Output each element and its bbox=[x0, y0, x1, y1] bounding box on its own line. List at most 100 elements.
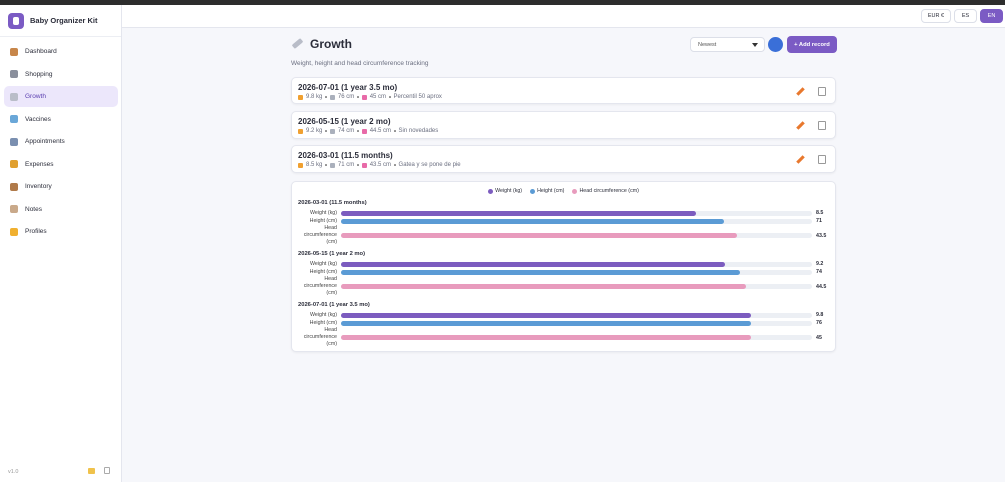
language-button[interactable]: EN bbox=[980, 9, 1003, 23]
nav-icon bbox=[10, 182, 18, 191]
record-details: 8.5 kg 71 cm 43.5 cm Gatea y se pone de pie bbox=[298, 162, 461, 168]
record-details: 9.2 kg 74 cm 44.5 cm Sin novedades bbox=[298, 128, 438, 134]
nav-item[interactable]: Vaccines bbox=[4, 109, 118, 130]
head-icon bbox=[361, 162, 367, 168]
record-height: 76 cm bbox=[337, 94, 355, 100]
bar bbox=[341, 210, 697, 216]
record-card: 2026-05-15 (1 year 2 mo) 9.2 kg 74 cm 44.5 … bbox=[291, 111, 836, 139]
record-head: 44.5 cm bbox=[369, 128, 392, 134]
edit-button[interactable] bbox=[796, 87, 805, 96]
trash-icon[interactable] bbox=[104, 467, 110, 474]
delete-button[interactable] bbox=[818, 155, 826, 164]
legend-label: Head circumference (cm) bbox=[579, 188, 639, 194]
bar-track bbox=[341, 210, 812, 216]
currency-button[interactable]: EUR € bbox=[921, 9, 951, 23]
growth-chart: Weight (kg) Height (cm) Head circumference… bbox=[291, 181, 836, 352]
nav-label: Inventory bbox=[25, 183, 52, 190]
record-details: 9.8 kg 76 cm 45 cm Percentil 50 aprox bbox=[298, 94, 442, 100]
nav-item[interactable]: Appointments bbox=[4, 131, 118, 152]
legend-swatch bbox=[572, 188, 578, 194]
bar-track bbox=[341, 218, 812, 224]
language-button[interactable]: ES bbox=[954, 9, 977, 23]
legend-item: Head circumference (cm) bbox=[572, 188, 639, 194]
separator bbox=[325, 96, 327, 98]
group-title: 2026-07-01 (1 year 3.5 mo) bbox=[298, 302, 370, 308]
sort-select[interactable]: Newest bbox=[690, 37, 765, 52]
separator bbox=[394, 164, 396, 166]
bar-track bbox=[341, 335, 812, 340]
group-title: 2026-05-15 (1 year 2 mo) bbox=[298, 251, 366, 257]
legend-swatch bbox=[530, 188, 536, 194]
top-header bbox=[122, 5, 1005, 28]
value-label: 71 bbox=[816, 218, 822, 224]
row-label: Weight (kg) bbox=[310, 311, 337, 318]
window-bar bbox=[0, 0, 1005, 5]
edit-button[interactable] bbox=[796, 121, 805, 130]
row-label: Height (cm) bbox=[309, 319, 337, 326]
edit-button[interactable] bbox=[796, 155, 805, 164]
bar bbox=[341, 233, 738, 238]
delete-button[interactable] bbox=[818, 87, 826, 96]
separator bbox=[325, 164, 327, 166]
height-icon bbox=[329, 162, 335, 168]
separator bbox=[389, 96, 391, 98]
bar-row: Head circumference (cm) 45 bbox=[298, 327, 829, 348]
separator bbox=[357, 130, 359, 132]
nav-label: Shopping bbox=[25, 70, 53, 78]
nav-icon bbox=[10, 160, 18, 168]
record-note: Gatea y se pone de pie bbox=[398, 162, 461, 168]
add-record-button[interactable]: + Add record bbox=[787, 36, 837, 53]
height-icon bbox=[329, 128, 335, 134]
value-label: 8.5 bbox=[816, 210, 824, 216]
ruler-icon bbox=[291, 38, 304, 49]
nav-icon bbox=[10, 47, 18, 56]
nav-item[interactable]: Dashboard bbox=[4, 41, 118, 62]
value-label: 45 bbox=[816, 334, 822, 341]
record-note: Sin novedades bbox=[398, 128, 439, 134]
legend-label: Weight (kg) bbox=[495, 188, 523, 194]
nav-item[interactable]: Notes bbox=[4, 199, 118, 220]
chart-body: 2026-03-01 (11.5 months) Weight (kg) 8.5 He… bbox=[298, 200, 829, 348]
info-button[interactable] bbox=[768, 37, 783, 52]
folder-icon[interactable] bbox=[88, 468, 95, 474]
legend-label: Height (cm) bbox=[537, 188, 565, 194]
nav-item[interactable]: Shopping bbox=[4, 64, 118, 85]
height-icon bbox=[329, 94, 335, 100]
bar-row: Head circumference (cm) 43.5 bbox=[298, 225, 829, 246]
record-card: 2026-07-01 (1 year 3.5 mo) 9.8 kg 76 cm 45 … bbox=[291, 77, 836, 104]
nav-label: Appointments bbox=[25, 138, 65, 145]
row-label: Height (cm) bbox=[309, 217, 337, 224]
row-label: Head circumference (cm) bbox=[303, 225, 337, 245]
separator bbox=[357, 164, 359, 166]
nav-item[interactable]: Expenses bbox=[4, 154, 118, 175]
nav-item[interactable]: Growth bbox=[4, 86, 118, 107]
nav-icon bbox=[10, 205, 18, 213]
record-title: 2026-05-15 (1 year 2 mo) bbox=[298, 117, 391, 126]
delete-button[interactable] bbox=[818, 121, 826, 130]
nav-item[interactable]: Inventory bbox=[4, 176, 118, 197]
bar-track bbox=[341, 284, 812, 289]
nav-icon bbox=[10, 115, 18, 123]
nav-label: Expenses bbox=[25, 160, 54, 168]
nav-item[interactable]: Profiles bbox=[4, 221, 118, 242]
bar-track bbox=[341, 261, 812, 267]
value-label: 76 bbox=[816, 320, 822, 326]
page-title: Growth bbox=[310, 37, 352, 51]
nav-label: Profiles bbox=[25, 228, 47, 235]
nav-label: Vaccines bbox=[25, 115, 51, 123]
weight-icon bbox=[298, 162, 303, 168]
bar bbox=[341, 335, 751, 340]
value-label: 9.2 bbox=[816, 261, 824, 267]
value-label: 74 bbox=[816, 269, 822, 275]
logo bbox=[8, 13, 24, 29]
value-label: 44.5 bbox=[816, 283, 827, 290]
separator bbox=[357, 96, 359, 98]
bar-row: Weight (kg) 8.5 bbox=[298, 209, 829, 217]
bar-row: Height (cm) 71 bbox=[298, 217, 829, 225]
nav-icon bbox=[10, 137, 18, 146]
row-label: Head circumference (cm) bbox=[303, 276, 337, 296]
bar-track bbox=[341, 269, 812, 275]
bar-row: Weight (kg) 9.2 bbox=[298, 260, 829, 268]
record-head: 43.5 cm bbox=[369, 162, 392, 168]
record-title: 2026-07-01 (1 year 3.5 mo) bbox=[298, 83, 398, 92]
